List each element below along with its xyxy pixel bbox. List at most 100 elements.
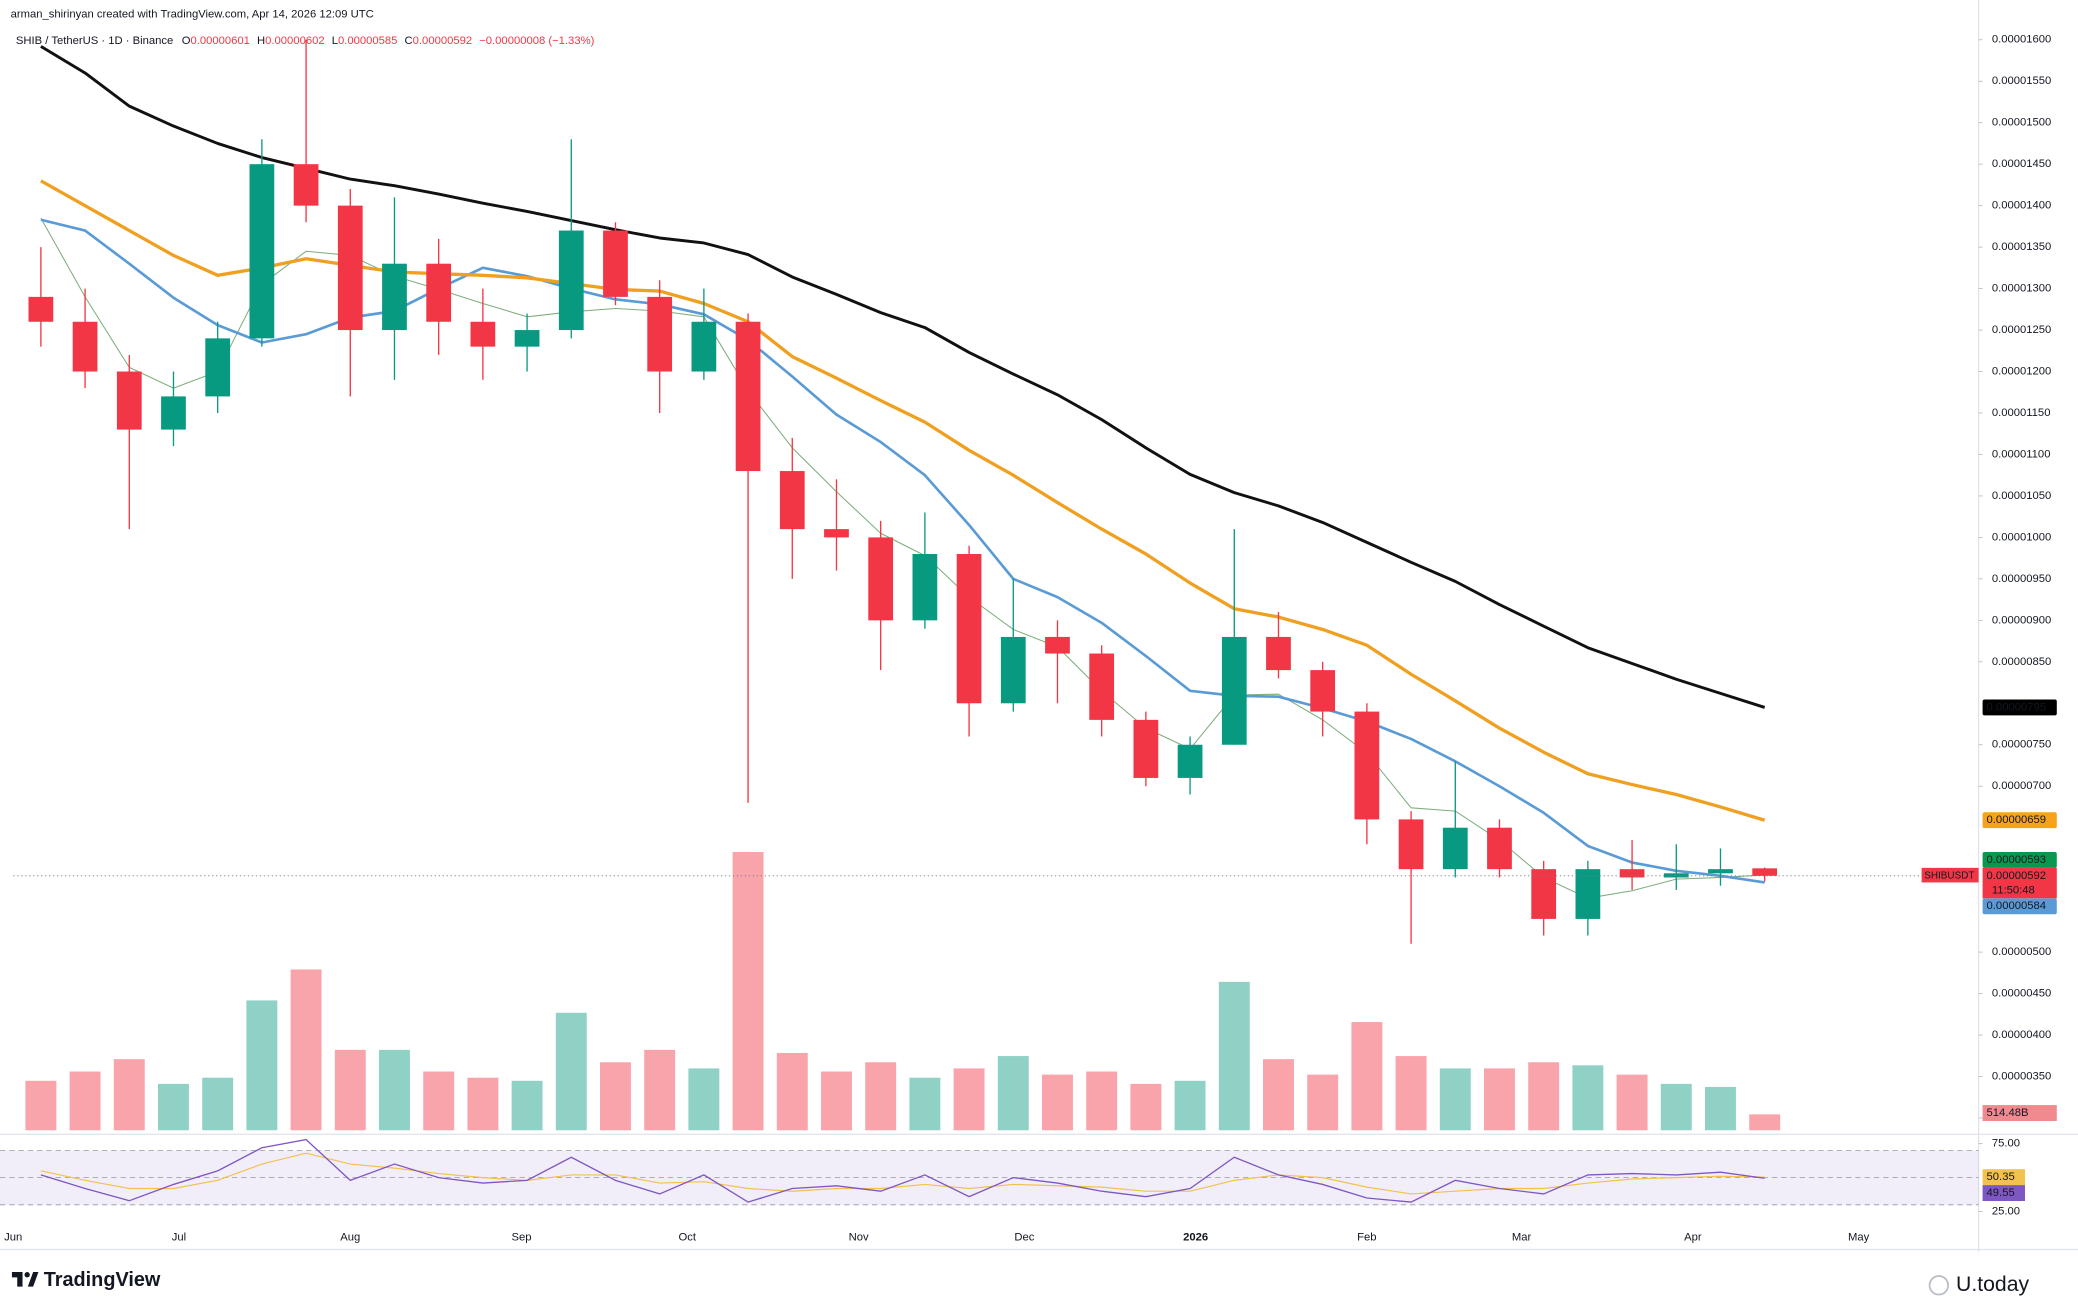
volume-bar [1616, 1074, 1648, 1131]
candle-body [558, 230, 584, 331]
rsi-tag-label: 49.55 [1987, 1187, 2015, 1199]
candle-body [647, 296, 673, 372]
candle-body [912, 553, 938, 621]
x-tick-label: Apr [1684, 1232, 1702, 1244]
price-tag-label: 0.00000795 [1987, 701, 2046, 713]
volume-bar [1218, 981, 1250, 1131]
y-tick-label: 0.00001100 [1992, 448, 2051, 460]
legend-high: 0.00000602 [265, 35, 324, 47]
candle-body [28, 296, 54, 322]
volume-bar [953, 1068, 985, 1131]
candle-body [116, 371, 142, 430]
watermark-icon [1928, 1275, 1949, 1296]
legend-low: 0.00000585 [338, 35, 397, 47]
candle-body [514, 330, 540, 347]
price-tag [1982, 851, 2057, 868]
candle-body [1752, 868, 1778, 876]
candle-body [161, 396, 186, 430]
candle-body [779, 471, 805, 530]
price-tag-label: 0.00000593 [1987, 854, 2046, 866]
candle-body [1310, 670, 1336, 712]
y-tick-label: 0.00001300 [1992, 283, 2051, 295]
rsi-ma-tag-label: 50.35 [1987, 1171, 2015, 1183]
watermark: U.today [1928, 1273, 2030, 1296]
logo-mark [11, 1272, 23, 1287]
legend-change: −0.00000008 (−1.33%) [479, 35, 594, 47]
logo-dot [24, 1272, 30, 1278]
candle-body [824, 529, 849, 538]
legend-close-label: C [405, 35, 413, 47]
y-tick-label: 0.00001050 [1992, 490, 2051, 502]
candle-body [1398, 819, 1424, 870]
candle-body [337, 205, 363, 331]
legend: SHIB / TetherUS · 1D · Binance O0.000006… [16, 35, 595, 47]
y-tick-label: 0.00001350 [1992, 241, 2051, 253]
volume-bar [732, 852, 764, 1131]
volume-bar [644, 1049, 676, 1131]
moving-average-line [40, 217, 1765, 899]
candle-body [1266, 636, 1291, 671]
candle-body [1531, 869, 1557, 919]
legend-open-label: O [182, 35, 191, 47]
volume-bar [423, 1071, 455, 1131]
volume-bar [246, 1000, 278, 1131]
last-price-tag [1982, 867, 2057, 899]
volume-bar [379, 1049, 410, 1131]
volume-bar [467, 1077, 499, 1131]
volume-bar [555, 1012, 587, 1131]
candle-body [956, 553, 982, 704]
y-tick-label: 0.00000350 [1992, 1070, 2051, 1082]
x-tick-label: May [1848, 1232, 1870, 1244]
volume-bar [997, 1056, 1029, 1131]
volume-bar [1351, 1022, 1383, 1131]
candle-body [1575, 869, 1601, 919]
candle-body [205, 338, 231, 397]
logo-slash [27, 1272, 39, 1287]
symbol-tag-text: SHIBUSDT [1924, 870, 1974, 881]
x-tick-label: Aug [340, 1232, 360, 1244]
moving-average-line [40, 45, 1766, 709]
x-tick-label: Sep [512, 1232, 532, 1244]
candle-body [691, 321, 717, 372]
candle-body [1221, 636, 1247, 745]
volume-bar [1528, 1062, 1560, 1131]
volume-bar [158, 1083, 189, 1131]
x-tick-label: Jul [172, 1232, 186, 1244]
volume-bar [1042, 1074, 1073, 1131]
y-tick-label: 0.00000500 [1992, 946, 2051, 958]
candle-body [1177, 744, 1203, 778]
legend-close: 0.00000592 [413, 35, 472, 47]
volume-bar [25, 1080, 57, 1131]
volume-tag [1982, 1105, 2057, 1121]
volume-bar [1086, 1071, 1118, 1131]
candle-body [72, 321, 98, 372]
volume-bar [69, 1071, 101, 1131]
volume-bar [1307, 1074, 1339, 1131]
rsi-y-tick-label: 75.00 [1992, 1138, 2020, 1150]
legend-open: 0.00000601 [190, 35, 249, 47]
price-pane [25, 39, 1781, 1131]
candle-body [1619, 869, 1645, 878]
candle-body [293, 164, 319, 206]
watermark-text: U.today [1956, 1273, 2029, 1296]
y-tick-label: 0.00000950 [1992, 573, 2051, 585]
volume-bar [688, 1068, 720, 1131]
candle-body [1708, 869, 1733, 874]
volume-bar [290, 969, 322, 1131]
volume-bar [113, 1059, 145, 1131]
price-tag [1982, 699, 2057, 716]
candle-body [470, 321, 496, 347]
last-price-label: 0.00000592 [1987, 870, 2046, 882]
volume-bar [1749, 1114, 1781, 1131]
candle-body [1133, 719, 1159, 778]
candle-body [1354, 711, 1380, 820]
candle-body [1487, 827, 1512, 870]
y-tick-label: 0.00001500 [1992, 117, 2051, 129]
y-tick-label: 0.00001550 [1992, 75, 2051, 87]
moving-average-line [40, 179, 1766, 822]
rsi-tag [1982, 1185, 2025, 1202]
y-tick-label: 0.00000850 [1992, 656, 2051, 668]
volume-bar [511, 1080, 543, 1131]
